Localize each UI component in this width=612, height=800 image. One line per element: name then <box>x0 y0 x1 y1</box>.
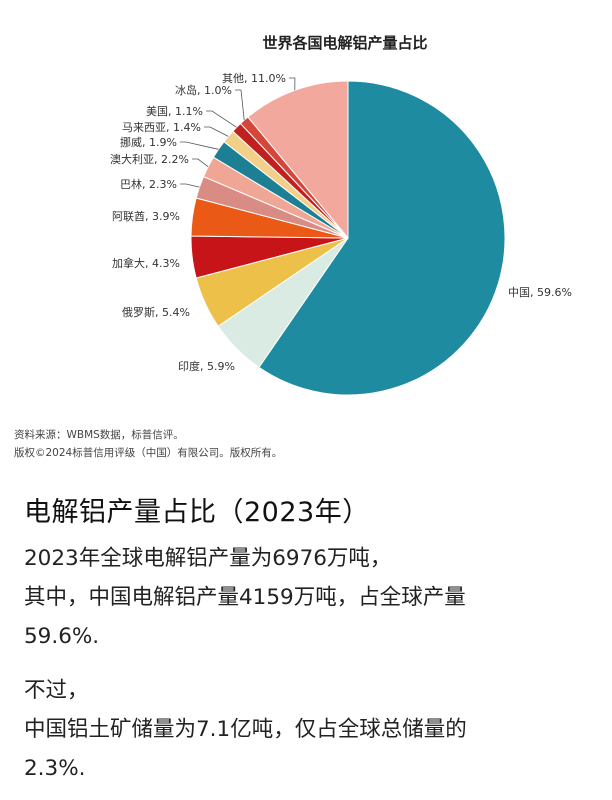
slice-label-0: 中国, 59.6% <box>508 286 572 299</box>
leader-line-10 <box>235 89 245 121</box>
article-heading: 电解铝产量占比（2023年） <box>24 497 370 528</box>
slice-label-4: 阿联酋, 3.9% <box>112 209 180 223</box>
leader-line-8 <box>204 126 229 137</box>
slice-label-1: 印度, 5.9% <box>178 359 235 373</box>
pie-slice-11 <box>247 80 349 240</box>
slice-label-5: 巴林, 2.3% <box>120 177 177 191</box>
leader-line-7 <box>180 141 219 150</box>
pie-chart: 世界各国电解铝产量占比 中国, 59.6% 印度, 5.9% 俄罗斯, 5.4% 加拿… <box>110 34 572 396</box>
leader-line-5 <box>180 183 200 188</box>
article: 电解铝产量占比（2023年） 2023年全球电解铝产量为6976万吨， 其中，中… <box>24 490 594 788</box>
chart-title: 世界各国电解铝产量占比 <box>262 34 427 52</box>
slice-label-3: 加拿大, 4.3% <box>112 256 180 270</box>
article-para1-line3: 59.6%. <box>24 624 100 649</box>
source-note: 资料来源：WBMS数据，标普信评。 版权©2024标普信用评级（中国）有限公司。… <box>14 426 282 462</box>
article-para2-line1: 不过， <box>24 678 89 703</box>
slice-label-8: 马来西亚, 1.4% <box>122 121 201 134</box>
slice-label-6: 澳大利亚, 2.2% <box>110 152 189 166</box>
slice-label-11: 其他, 11.0% <box>222 72 286 85</box>
article-para1-line1: 2023年全球电解铝产量为6976万吨， <box>24 546 392 571</box>
pie-slice-0 <box>258 80 506 396</box>
slice-label-2: 俄罗斯, 5.4% <box>122 306 190 319</box>
article-para2-line3: 2.3%. <box>24 756 86 781</box>
leader-line-11 <box>288 77 296 91</box>
source-line: 资料来源：WBMS数据，标普信评。 <box>14 429 184 441</box>
article-para1-line2: 其中，中国电解铝产量4159万吨，占全球产量 <box>24 585 466 610</box>
article-para2-line2: 中国铝土矿储量为7.1亿吨，仅占全球总储量的 <box>24 717 467 742</box>
leader-line-9 <box>206 110 237 128</box>
slice-label-7: 挪威, 1.9% <box>120 135 177 149</box>
leader-line-6 <box>192 158 209 168</box>
slice-label-9: 美国, 1.1% <box>146 105 203 118</box>
slice-label-10: 冰岛, 1.0% <box>175 83 232 97</box>
copyright-line: 版权©2024标普信用评级（中国）有限公司。版权所有。 <box>14 447 283 459</box>
